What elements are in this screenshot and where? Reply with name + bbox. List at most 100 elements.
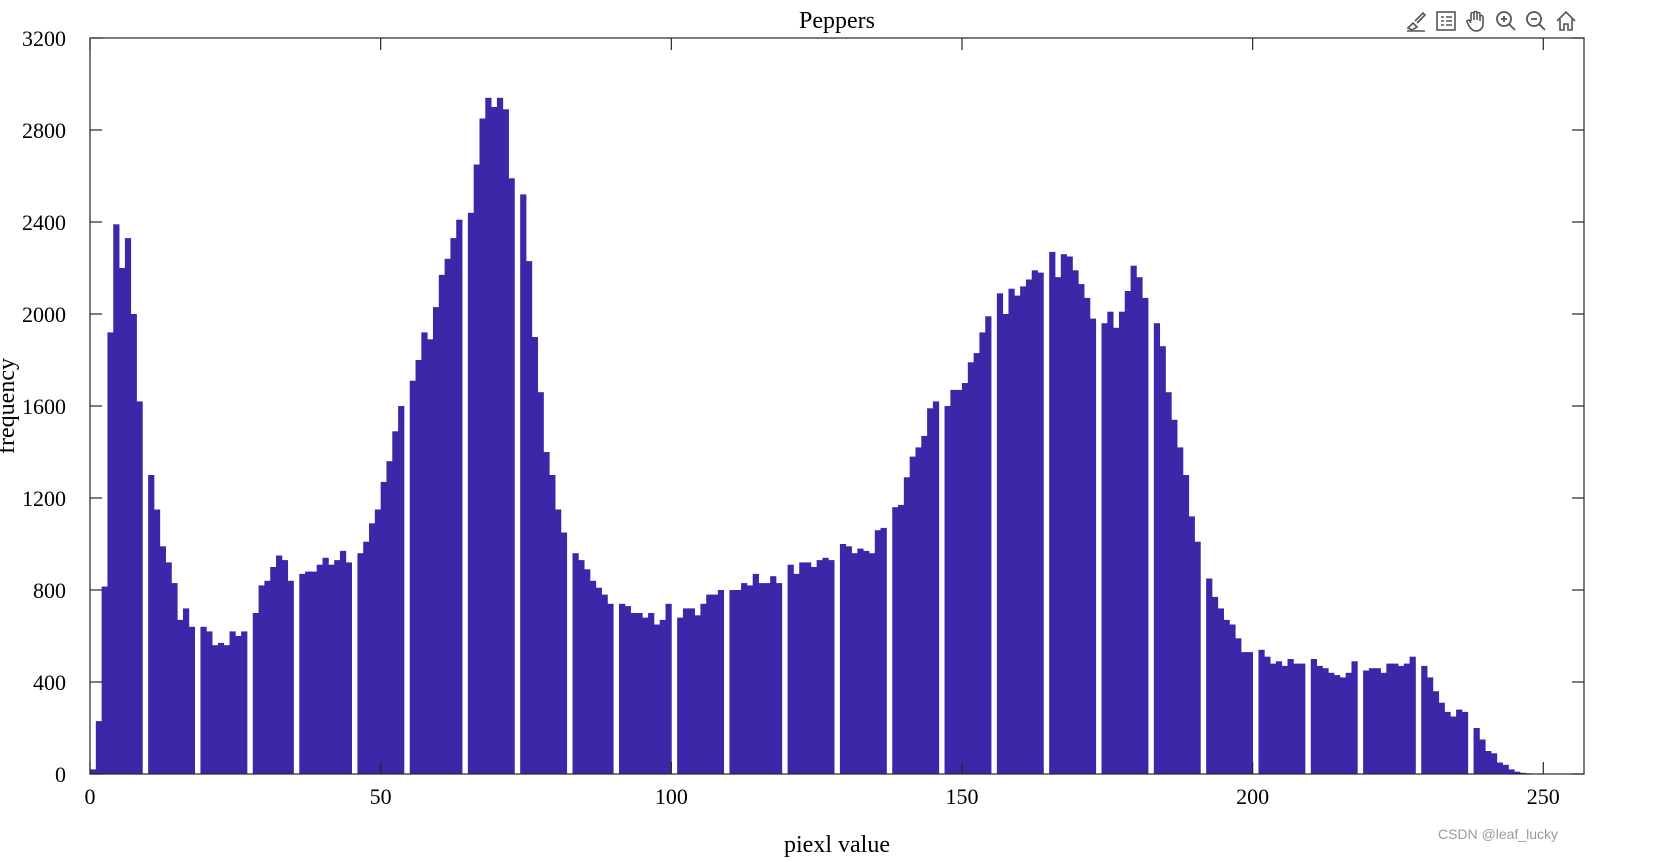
bar	[1432, 691, 1440, 774]
bar	[1223, 619, 1230, 774]
bar	[444, 258, 451, 774]
bar	[1101, 323, 1108, 774]
bar	[363, 541, 370, 774]
axes-toolbar	[1402, 6, 1580, 38]
bar	[217, 642, 225, 774]
bar	[520, 194, 527, 774]
pan-hand-icon[interactable]	[1462, 6, 1490, 36]
brush-icon[interactable]	[1402, 6, 1430, 36]
bar	[578, 560, 585, 774]
bar	[1055, 277, 1062, 774]
bar	[119, 268, 126, 774]
bar	[165, 562, 172, 774]
bar	[932, 401, 940, 774]
bar	[1368, 668, 1376, 774]
bar	[1078, 284, 1085, 774]
bar	[746, 585, 754, 774]
bar	[1142, 297, 1149, 774]
bar	[392, 431, 399, 774]
bar	[1444, 711, 1451, 774]
bar	[1351, 661, 1358, 774]
chart-title: Peppers	[799, 8, 875, 34]
bar	[398, 406, 405, 774]
bar	[636, 613, 643, 774]
bar	[1490, 753, 1498, 774]
bar	[107, 332, 114, 774]
bar	[688, 608, 695, 774]
bar	[153, 509, 161, 774]
bar	[438, 274, 445, 774]
bar	[741, 583, 748, 774]
bar	[339, 550, 347, 774]
bar	[572, 553, 579, 774]
home-icon[interactable]	[1552, 6, 1580, 36]
bar	[1020, 286, 1027, 774]
bar	[537, 392, 544, 774]
bar	[1473, 728, 1480, 774]
y-tick-label: 1200	[22, 486, 66, 511]
bar	[915, 447, 922, 774]
bar	[188, 626, 196, 774]
bar	[712, 594, 719, 774]
bar	[851, 553, 858, 774]
bar	[281, 560, 289, 774]
bar	[549, 475, 556, 774]
bar	[496, 97, 504, 775]
bar	[159, 546, 166, 774]
bar	[1118, 311, 1126, 774]
bar	[1270, 663, 1277, 774]
bar	[1206, 578, 1213, 774]
bar	[1397, 665, 1405, 774]
bar	[1275, 661, 1283, 774]
bar	[927, 408, 934, 774]
zoom-out-icon[interactable]	[1522, 6, 1550, 36]
bar	[642, 617, 649, 774]
bar	[258, 585, 265, 774]
bar	[961, 383, 969, 774]
bar	[543, 452, 550, 774]
bar	[415, 360, 422, 774]
bar	[903, 477, 911, 774]
bar	[752, 573, 759, 774]
bar	[648, 613, 655, 774]
bar	[979, 332, 986, 774]
bar	[1392, 663, 1399, 774]
bar	[1496, 762, 1504, 774]
bar	[508, 178, 515, 775]
bar	[386, 461, 393, 774]
legend-icon[interactable]	[1432, 6, 1460, 36]
bar	[630, 613, 637, 774]
bar	[921, 435, 928, 774]
bar	[113, 224, 120, 775]
bar	[595, 587, 602, 774]
bar	[1124, 291, 1131, 774]
bar	[624, 606, 632, 774]
bar	[584, 569, 591, 774]
bar	[805, 562, 812, 774]
bar	[1246, 652, 1254, 774]
bar	[560, 532, 568, 774]
bar	[996, 293, 1004, 774]
bar	[502, 109, 509, 775]
bar	[235, 636, 242, 774]
bar	[1293, 663, 1300, 774]
x-tick-label: 50	[370, 784, 392, 809]
bar	[432, 307, 440, 774]
bar	[845, 546, 852, 774]
bar	[1258, 649, 1265, 774]
plot-area: 0 50 100 150 200 250 0 400 800 1200 1600 2000 2400 2…	[22, 26, 1585, 809]
bar	[1421, 665, 1428, 774]
bar	[1130, 265, 1137, 774]
bars-group	[90, 97, 1544, 775]
bar	[729, 590, 736, 774]
zoom-in-icon[interactable]	[1492, 6, 1520, 36]
bar	[555, 509, 562, 774]
bar	[1211, 596, 1219, 774]
bar	[1450, 716, 1457, 774]
bar	[287, 580, 294, 774]
bar	[369, 523, 376, 774]
bar	[793, 573, 800, 774]
bar	[456, 219, 463, 774]
bar	[1363, 670, 1370, 774]
bar	[90, 769, 97, 774]
